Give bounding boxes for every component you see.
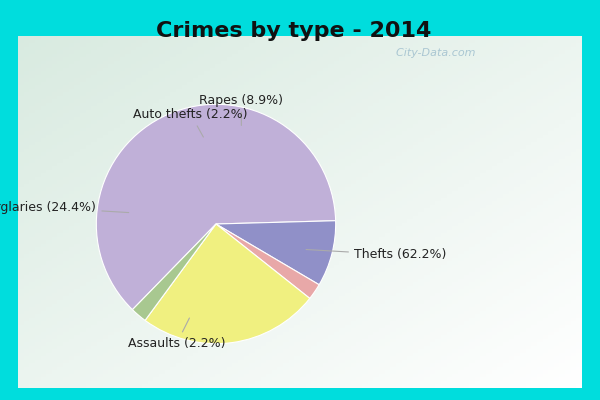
Wedge shape (97, 104, 335, 310)
Text: Thefts (62.2%): Thefts (62.2%) (306, 248, 446, 262)
Wedge shape (216, 224, 319, 298)
Text: Assaults (2.2%): Assaults (2.2%) (128, 318, 226, 350)
Text: Auto thefts (2.2%): Auto thefts (2.2%) (133, 108, 248, 137)
Text: City-Data.com: City-Data.com (389, 48, 475, 58)
Text: Rapes (8.9%): Rapes (8.9%) (199, 94, 283, 126)
Wedge shape (145, 224, 310, 344)
Text: Burglaries (24.4%): Burglaries (24.4%) (0, 201, 129, 214)
Wedge shape (133, 224, 216, 320)
Wedge shape (216, 221, 335, 285)
Title: Crimes by type - 2014: Crimes by type - 2014 (156, 21, 431, 41)
